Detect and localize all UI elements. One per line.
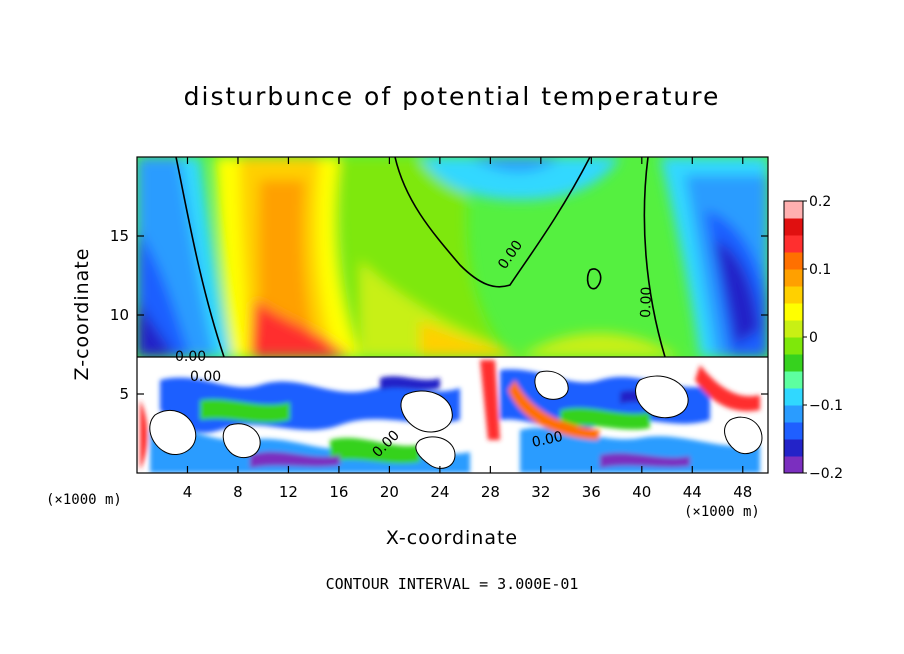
colorbar-swatch <box>784 456 803 474</box>
x-tick-label: 48 <box>733 483 752 501</box>
colorbar-swatch <box>784 422 803 440</box>
colorbar-swatch <box>784 354 803 372</box>
x-unit-left: (×1000 m) <box>46 492 122 508</box>
colorbar-swatch <box>784 439 803 457</box>
x-tick-label: 16 <box>329 483 348 501</box>
x-tick-label: 8 <box>233 483 243 501</box>
x-unit-right: (×1000 m) <box>684 504 760 520</box>
colorbar: 0.2 0.1 0 −0.1 −0.2 <box>783 194 843 482</box>
colorbar-swatch <box>784 337 803 355</box>
colorbar-tick-label: 0.2 <box>809 194 831 210</box>
x-tick-label: 28 <box>481 483 500 501</box>
x-axis-label: X-coordinate <box>385 527 519 549</box>
colorbar-swatch <box>784 218 803 236</box>
x-tick-label: 40 <box>632 483 651 501</box>
y-tick-label: 5 <box>119 385 129 403</box>
x-tick-label: 36 <box>582 483 601 501</box>
x-tick-label: 32 <box>531 483 550 501</box>
contour-labels: 0.00 0.00 0.00 0.00 0.00 0.00 <box>175 238 655 461</box>
colorbar-swatch <box>784 303 803 321</box>
y-axis: 5 10 15 <box>110 227 768 403</box>
x-tick-label: 24 <box>430 483 449 501</box>
contour-label: 0.00 <box>190 369 221 385</box>
heatmap-field <box>137 157 768 473</box>
y-tick-label: 15 <box>110 227 129 245</box>
colorbar-swatch <box>784 252 803 270</box>
colorbar-swatch <box>784 235 803 253</box>
x-tick-label: 44 <box>683 483 702 501</box>
colorbar-swatch <box>784 388 803 406</box>
colorbar-swatch <box>784 269 803 287</box>
x-tick-label: 12 <box>279 483 298 501</box>
contour-interval-note: CONTOUR INTERVAL = 3.000E-01 <box>325 575 579 593</box>
colorbar-swatch <box>784 405 803 423</box>
colorbar-tick-label: 0.1 <box>809 262 831 278</box>
colorbar-tick-label: 0 <box>809 330 818 346</box>
colorbar-swatch <box>784 201 803 219</box>
contour-label: 0.00 <box>638 286 655 318</box>
colorbar-swatch <box>784 371 803 389</box>
chart-title: disturbunce of potential temperature <box>183 82 721 111</box>
colorbar-swatch <box>784 286 803 304</box>
x-tick-label: 4 <box>183 483 193 501</box>
colorbar-swatch <box>784 320 803 338</box>
x-tick-label: 20 <box>380 483 399 501</box>
x-axis: 4 8 12 16 20 24 28 32 36 40 44 48 <box>183 157 752 501</box>
contour-label: 0.00 <box>175 349 206 365</box>
y-tick-label: 10 <box>110 306 129 324</box>
colorbar-tick-label: −0.2 <box>809 466 843 482</box>
colorbar-tick-label: −0.1 <box>809 398 843 414</box>
contour-label: 0.00 <box>531 429 565 451</box>
